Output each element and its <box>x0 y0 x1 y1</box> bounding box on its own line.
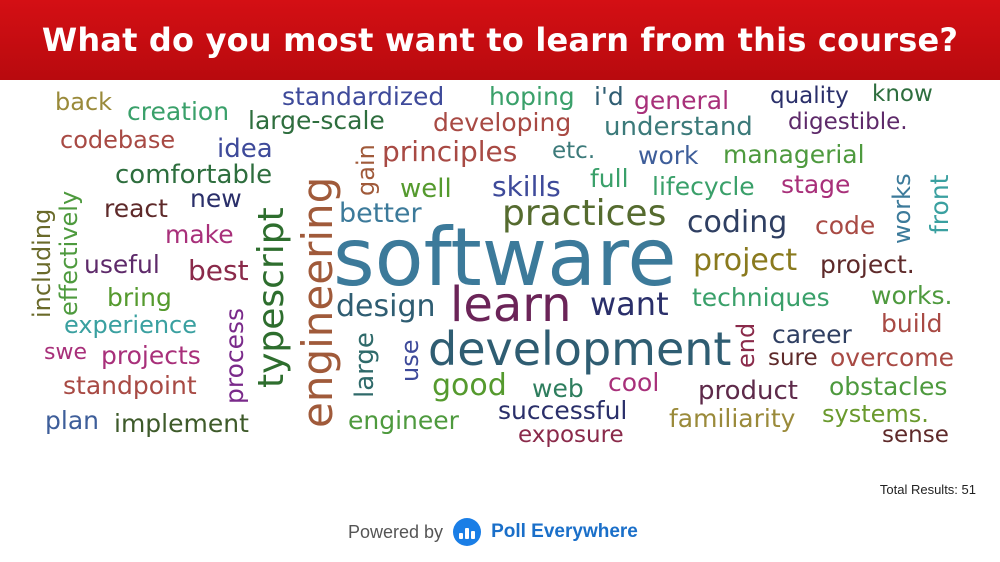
title-banner: What do you most want to learn from this… <box>0 0 1000 80</box>
word: software <box>333 211 677 304</box>
word: creation <box>127 97 230 126</box>
word: web <box>532 374 584 403</box>
word: product <box>698 376 799 406</box>
word: standardized <box>282 82 445 111</box>
word: principles <box>382 135 518 168</box>
word: including <box>28 208 56 318</box>
word: cool <box>608 368 660 397</box>
word: front <box>925 174 954 234</box>
word: end <box>732 322 760 368</box>
word: know <box>872 81 933 107</box>
word: large-scale <box>248 106 385 135</box>
word: project. <box>820 250 915 279</box>
powered-by-label: Powered by <box>348 521 444 542</box>
word: lifecycle <box>652 172 755 201</box>
poll-question-title: What do you most want to learn from this… <box>41 21 959 59</box>
word: obstacles <box>829 372 948 401</box>
word: comfortable <box>115 160 273 190</box>
word: engineer <box>348 406 459 435</box>
word: best <box>188 254 249 287</box>
word: react <box>104 194 168 223</box>
word: codebase <box>60 126 176 154</box>
brand-name: Poll Everywhere <box>491 521 638 542</box>
word: career <box>772 320 852 349</box>
word: successful <box>498 396 628 425</box>
word: idea <box>217 134 273 164</box>
word: exposure <box>518 422 624 448</box>
word: sense <box>882 422 949 448</box>
word: understand <box>604 112 753 142</box>
word: back <box>55 88 113 116</box>
word: effectively <box>55 190 83 316</box>
word: etc. <box>552 138 596 164</box>
word: managerial <box>723 140 865 169</box>
word: project <box>693 243 798 278</box>
total-results: Total Results: 51 <box>879 482 976 497</box>
word: digestible. <box>788 109 908 135</box>
word: plan <box>45 406 99 435</box>
word: techniques <box>692 283 830 312</box>
word: quality <box>770 83 849 109</box>
word: sure <box>768 345 818 371</box>
word: overcome <box>830 343 954 372</box>
word: skills <box>492 170 561 203</box>
word: standpoint <box>63 371 197 400</box>
word: works. <box>871 281 953 310</box>
word: i'd <box>594 82 624 111</box>
word: hoping <box>489 82 575 111</box>
word: typescript <box>251 207 292 388</box>
word: coding <box>687 205 788 240</box>
word: general <box>634 86 730 115</box>
word: useful <box>84 250 160 279</box>
word: stage <box>781 170 851 199</box>
word: swe <box>44 340 87 365</box>
word: practices <box>502 193 667 234</box>
word: learn <box>450 277 572 333</box>
word: gain <box>352 144 380 196</box>
word: want <box>590 285 669 323</box>
word: systems. <box>822 400 929 428</box>
powered-by-footer[interactable]: Powered by Poll Everywhere <box>348 518 638 546</box>
word: good <box>432 368 507 403</box>
word: process <box>220 307 249 404</box>
word: developing <box>433 108 572 137</box>
word: full <box>590 164 629 193</box>
word: better <box>339 198 422 229</box>
word: work <box>638 141 699 170</box>
poll-everywhere-logo-icon <box>453 518 482 546</box>
word-cloud: software development learn practices des… <box>0 80 1000 480</box>
word: design <box>336 289 436 324</box>
word: implement <box>114 409 249 438</box>
word: familiarity <box>669 404 796 433</box>
word: bring <box>107 283 172 312</box>
word: new <box>190 184 242 213</box>
word: build <box>881 309 943 338</box>
word: experience <box>64 311 198 339</box>
word: make <box>165 220 234 249</box>
word: well <box>400 174 452 204</box>
word: projects <box>101 341 201 370</box>
word: engineering <box>293 176 342 428</box>
word: use <box>396 339 424 382</box>
word: works <box>888 173 916 244</box>
word: code <box>815 211 876 240</box>
word: development <box>428 322 732 376</box>
word: large <box>350 332 380 398</box>
